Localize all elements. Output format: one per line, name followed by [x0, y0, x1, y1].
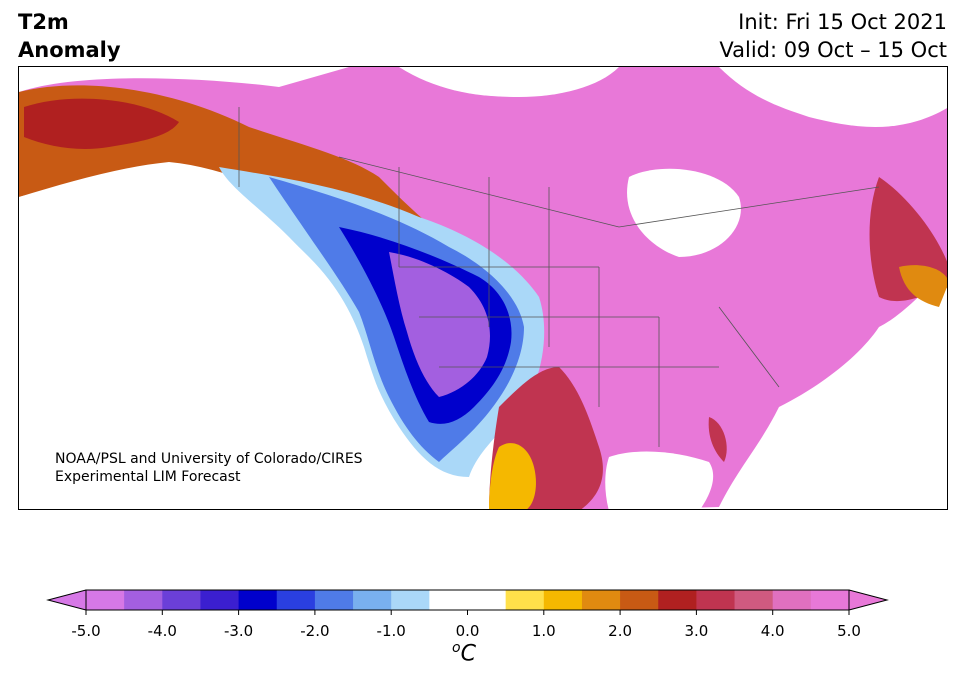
units-label: oC — [452, 640, 476, 666]
colorbar-tick-label: 1.0 — [531, 622, 556, 640]
colorbar-under-outline — [46, 589, 87, 611]
arctic-water — [719, 67, 947, 127]
colorbar-over-outline — [848, 589, 889, 611]
colorbar-cell — [353, 590, 392, 610]
colorbar-cell — [314, 590, 354, 610]
credit-line-2: Experimental LIM Forecast — [55, 469, 241, 485]
valid-range: Valid: 09 Oct – 15 Oct — [719, 38, 947, 62]
colorbar-cell — [696, 590, 736, 610]
mexico-yellow — [489, 443, 536, 509]
colorbar-cell — [543, 590, 583, 610]
north-coast-water — [399, 67, 619, 97]
map-graphic — [19, 67, 947, 509]
maritime-orange — [899, 265, 947, 307]
colorbar-tick-label: 5.0 — [837, 622, 861, 640]
units-base: C — [460, 641, 476, 667]
gulf-water — [605, 451, 714, 509]
colorbar-cells — [86, 590, 850, 610]
anomaly-map — [18, 66, 948, 510]
colorbar-cell — [429, 590, 468, 610]
colorbar-tick-label: -5.0 — [71, 622, 101, 640]
colorbar-cell — [620, 590, 659, 610]
colorbar-ticks — [85, 610, 850, 615]
colorbar-cell — [505, 590, 545, 610]
colorbar-cell — [238, 590, 278, 610]
colorbar-tick-label: -3.0 — [223, 622, 254, 640]
colorbar-over-arrow — [849, 590, 887, 610]
boundary-lines — [238, 107, 880, 447]
colorbar-cell — [658, 590, 697, 610]
florida — [708, 417, 727, 462]
credit-line-1: NOAA/PSL and University of Colorado/CIRE… — [55, 451, 363, 467]
colorbar-tick-label: 4.0 — [760, 622, 785, 640]
units-superscript: o — [452, 640, 461, 656]
colorbar-cell — [772, 590, 812, 610]
title-line-1: T2m — [18, 10, 69, 34]
colorbar-cell — [86, 590, 125, 610]
colorbar-cell — [810, 590, 850, 610]
credit-text: NOAA/PSL and University of Colorado/CIRE… — [55, 450, 363, 486]
colorbar-cell — [467, 590, 507, 610]
alaska-red-core — [24, 98, 179, 149]
init-date: Init: Fri 15 Oct 2021 — [738, 10, 947, 34]
colorbar-tick-label: 0.0 — [455, 622, 480, 640]
colorbar-under-arrow — [48, 590, 86, 610]
pacific-ocean — [19, 167, 439, 509]
colorbar-cell — [276, 590, 316, 610]
title-line-2: Anomaly — [18, 38, 121, 62]
colorbar-cell — [391, 590, 430, 610]
colorbar-tick-label: 2.0 — [608, 622, 633, 640]
map-title: T2m Anomaly — [18, 8, 121, 64]
hudson-bay — [627, 168, 741, 257]
colorbar — [46, 589, 889, 615]
colorbar-cell — [581, 590, 621, 610]
colorbar-cell — [124, 590, 163, 610]
colorbar-tick-label: -2.0 — [300, 622, 330, 640]
colorbar-tick-label: -1.0 — [376, 622, 406, 640]
colorbar-cell — [162, 590, 201, 610]
colorbar-tick-label: 3.0 — [684, 622, 709, 640]
colorbar-cell — [734, 590, 774, 610]
colorbar-cell — [200, 590, 240, 610]
date-info: Init: Fri 15 Oct 2021 Valid: 09 Oct – 15… — [719, 8, 947, 64]
cold-core — [389, 252, 490, 397]
colorbar-tick-label: -4.0 — [147, 622, 177, 640]
